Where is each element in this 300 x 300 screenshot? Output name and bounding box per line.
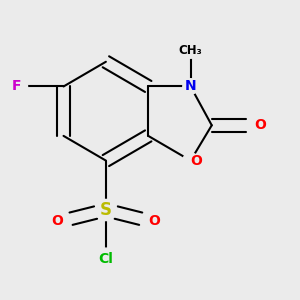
Text: N: N (185, 80, 197, 94)
Circle shape (95, 200, 116, 220)
Text: O: O (148, 214, 160, 228)
Text: O: O (254, 118, 266, 132)
Text: CH₃: CH₃ (179, 44, 202, 57)
Text: O: O (52, 214, 64, 228)
Circle shape (15, 80, 28, 93)
Circle shape (56, 213, 71, 228)
Circle shape (140, 213, 156, 228)
Text: F: F (12, 80, 21, 94)
Circle shape (183, 153, 198, 168)
Text: O: O (190, 154, 202, 168)
Circle shape (176, 30, 205, 58)
Circle shape (94, 248, 117, 271)
Circle shape (246, 118, 262, 133)
Circle shape (183, 79, 198, 94)
Text: Cl: Cl (98, 252, 113, 266)
Text: S: S (100, 201, 112, 219)
